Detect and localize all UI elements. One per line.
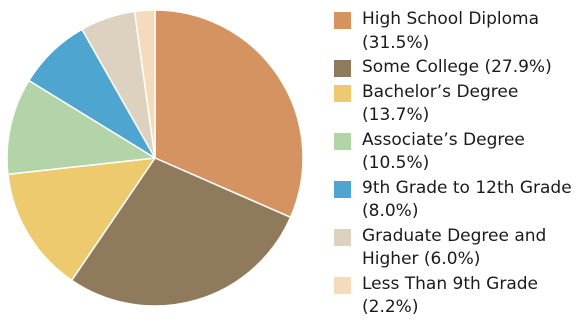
pie-plot-area — [6, 9, 304, 307]
legend-label: 9th Grade to 12th Grade (8.0%) — [362, 177, 572, 222]
pie-slice-associates-degree — [6, 79, 156, 176]
legend-label: Some College (27.9%) — [362, 57, 552, 77]
legend-label: Associate’s Degree (10.5%) — [362, 129, 525, 174]
legend-swatch — [334, 84, 351, 102]
legend-item-less-than-9th-grade: Less Than 9th Grade (2.2%) — [334, 273, 584, 320]
legend-label: Graduate Degree and Higher (6.0%) — [362, 225, 547, 270]
legend-label: Less Than 9th Grade (2.2%) — [362, 273, 538, 318]
pie-slice-less-than-9th-grade — [133, 9, 156, 159]
legend-item-graduate-degree-and-higher: Graduate Degree and Higher (6.0%) — [334, 225, 584, 272]
pie-slice-high-school-diploma — [154, 9, 304, 219]
legend-item-associates-degree: Associate’s Degree (10.5%) — [334, 129, 584, 176]
legend-item-some-college: Some College (27.9%) — [334, 56, 584, 80]
legend-item-high-school-diploma: High School Diploma (31.5%) — [334, 8, 584, 55]
pie-slice-some-college — [70, 157, 292, 307]
chart-legend: High School Diploma (31.5%) Some College … — [334, 8, 584, 321]
legend-swatch — [334, 228, 351, 246]
legend-swatch — [334, 12, 351, 29]
legend-swatch — [334, 276, 351, 294]
legend-item-bachelors-degree: Bachelor’s Degree (13.7%) — [334, 81, 584, 128]
pie-slice-bachelors-degree — [7, 157, 156, 282]
legend-label: Bachelor’s Degree (13.7%) — [362, 81, 519, 126]
legend-item-9th-grade-to-12th-grade: 9th Grade to 12th Grade (8.0%) — [334, 177, 584, 224]
legend-label: High School Diploma (31.5%) — [362, 9, 540, 53]
legend-swatch — [334, 180, 351, 198]
legend-swatch — [334, 60, 351, 77]
legend-swatch — [334, 132, 351, 150]
